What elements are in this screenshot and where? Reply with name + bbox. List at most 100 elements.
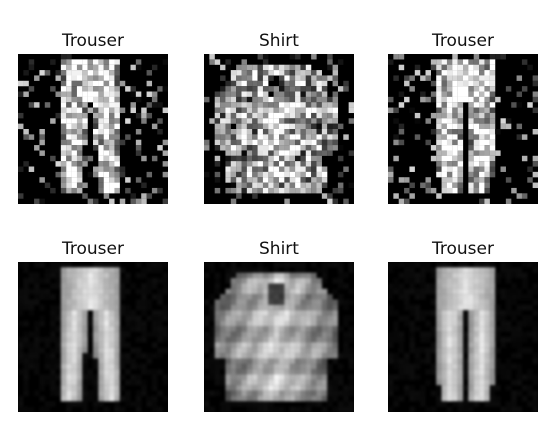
image-pixel [479, 59, 485, 65]
image-pixel [484, 299, 490, 305]
image-pixel [489, 102, 496, 108]
image-pixel [436, 304, 442, 311]
image-pixel [66, 401, 72, 407]
image-pixel [300, 283, 306, 289]
image-pixel [516, 288, 523, 295]
image-pixel [93, 145, 99, 151]
image-pixel [305, 102, 312, 108]
image-pixel [348, 390, 354, 397]
image-pixel [114, 267, 120, 273]
image-pixel [500, 54, 506, 60]
image-pixel [473, 187, 480, 194]
image-pixel [305, 166, 312, 172]
image-pixel [532, 129, 538, 135]
image-pixel [436, 374, 442, 380]
image-pixel [300, 64, 306, 71]
image-pixel [273, 96, 280, 103]
image-pixel [468, 288, 474, 295]
image-pixel [18, 406, 24, 412]
image-pixel [279, 182, 285, 189]
image-pixel [468, 91, 474, 97]
image-pixel [135, 390, 142, 397]
image-pixel [109, 347, 115, 354]
image-pixel [241, 326, 247, 332]
image-pixel [284, 187, 290, 194]
image-pixel [398, 283, 405, 289]
image-pixel [409, 310, 415, 316]
image-pixel [135, 150, 142, 156]
image-pixel [393, 262, 399, 268]
image-pixel [262, 75, 269, 81]
image-pixel [273, 379, 280, 386]
image-pixel [23, 80, 29, 87]
image-pixel [71, 86, 78, 92]
image-pixel [268, 134, 274, 140]
image-pixel [473, 342, 480, 348]
image-pixel [316, 320, 322, 327]
image-pixel [479, 326, 485, 332]
image-pixel [284, 262, 290, 268]
image-pixel [305, 177, 312, 183]
image-pixel [409, 395, 415, 402]
image-pixel [119, 374, 126, 380]
image-pixel [305, 385, 312, 391]
image-pixel [225, 294, 231, 300]
image-pixel [457, 288, 464, 295]
image-pixel [60, 54, 67, 60]
image-pixel [521, 337, 528, 343]
image-pixel [284, 129, 290, 135]
image-pixel [348, 363, 354, 370]
image-pixel [82, 91, 88, 97]
image-pixel [268, 326, 274, 332]
image-pixel [146, 299, 153, 305]
image-pixel [284, 107, 290, 114]
image-pixel [76, 331, 83, 338]
image-pixel [44, 294, 51, 300]
image-pixel [98, 112, 104, 119]
image-pixel [420, 75, 426, 81]
image-pixel [393, 283, 399, 289]
image-pixel [279, 80, 285, 87]
image-pixel [284, 374, 290, 380]
image-pixel [436, 80, 442, 87]
image-pixel [332, 337, 339, 343]
image-pixel [87, 304, 94, 311]
image-pixel [141, 112, 147, 119]
image-pixel [468, 112, 474, 119]
image-pixel [262, 315, 269, 322]
image-pixel [262, 166, 269, 172]
image-pixel [505, 363, 512, 370]
image-pixel [311, 139, 317, 146]
image-pixel [532, 75, 538, 81]
image-pixel [135, 198, 142, 204]
image-pixel [436, 64, 442, 71]
image-pixel [236, 390, 242, 397]
image-pixel [446, 150, 453, 156]
image-pixel [527, 64, 533, 71]
image-pixel [484, 80, 490, 87]
image-pixel [273, 299, 280, 305]
image-pixel [300, 267, 306, 273]
image-pixel [279, 166, 285, 172]
image-pixel [109, 161, 115, 167]
image-pixel [135, 353, 142, 359]
image-pixel [473, 358, 480, 364]
image-pixel [436, 91, 442, 97]
image-pixel [230, 369, 237, 375]
image-pixel [225, 155, 231, 162]
image-pixel [257, 379, 264, 386]
image-pixel [279, 294, 285, 300]
image-pixel [236, 278, 242, 284]
image-pixel [284, 75, 290, 81]
image-pixel [268, 75, 274, 81]
image-pixel [268, 379, 274, 386]
image-pixel [311, 272, 317, 279]
image-pixel [316, 379, 322, 386]
image-pixel [55, 75, 61, 81]
image-pixel [527, 304, 533, 311]
image-pixel [441, 326, 448, 332]
image-pixel [257, 331, 264, 338]
image-pixel [18, 342, 24, 348]
image-pixel [311, 369, 317, 375]
image-pixel [273, 102, 280, 108]
